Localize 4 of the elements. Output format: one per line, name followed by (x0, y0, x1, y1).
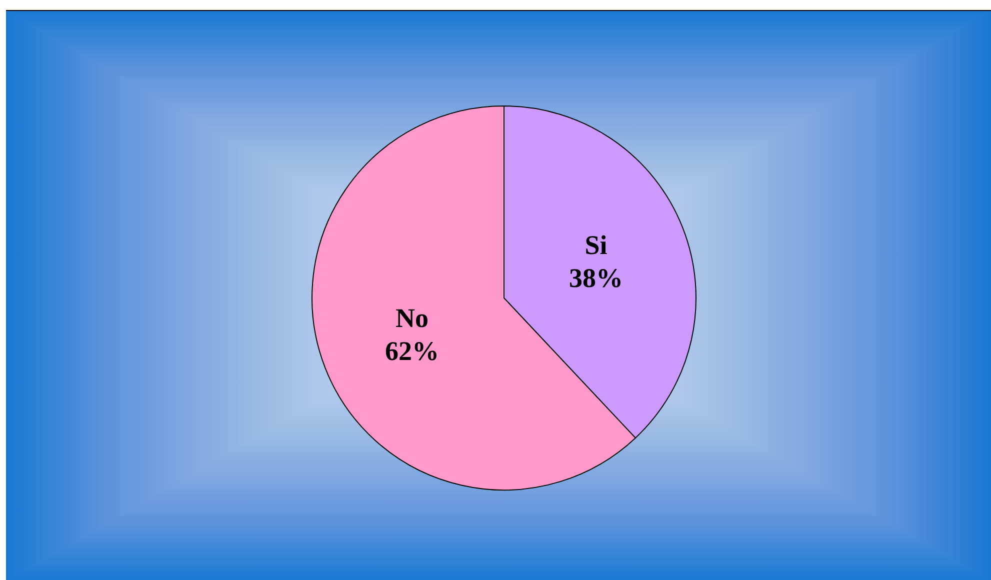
slice-label: No (395, 302, 428, 333)
data-label: 38% (569, 263, 624, 294)
data-label: 62% (384, 336, 439, 366)
slice-label: Si (584, 230, 608, 260)
